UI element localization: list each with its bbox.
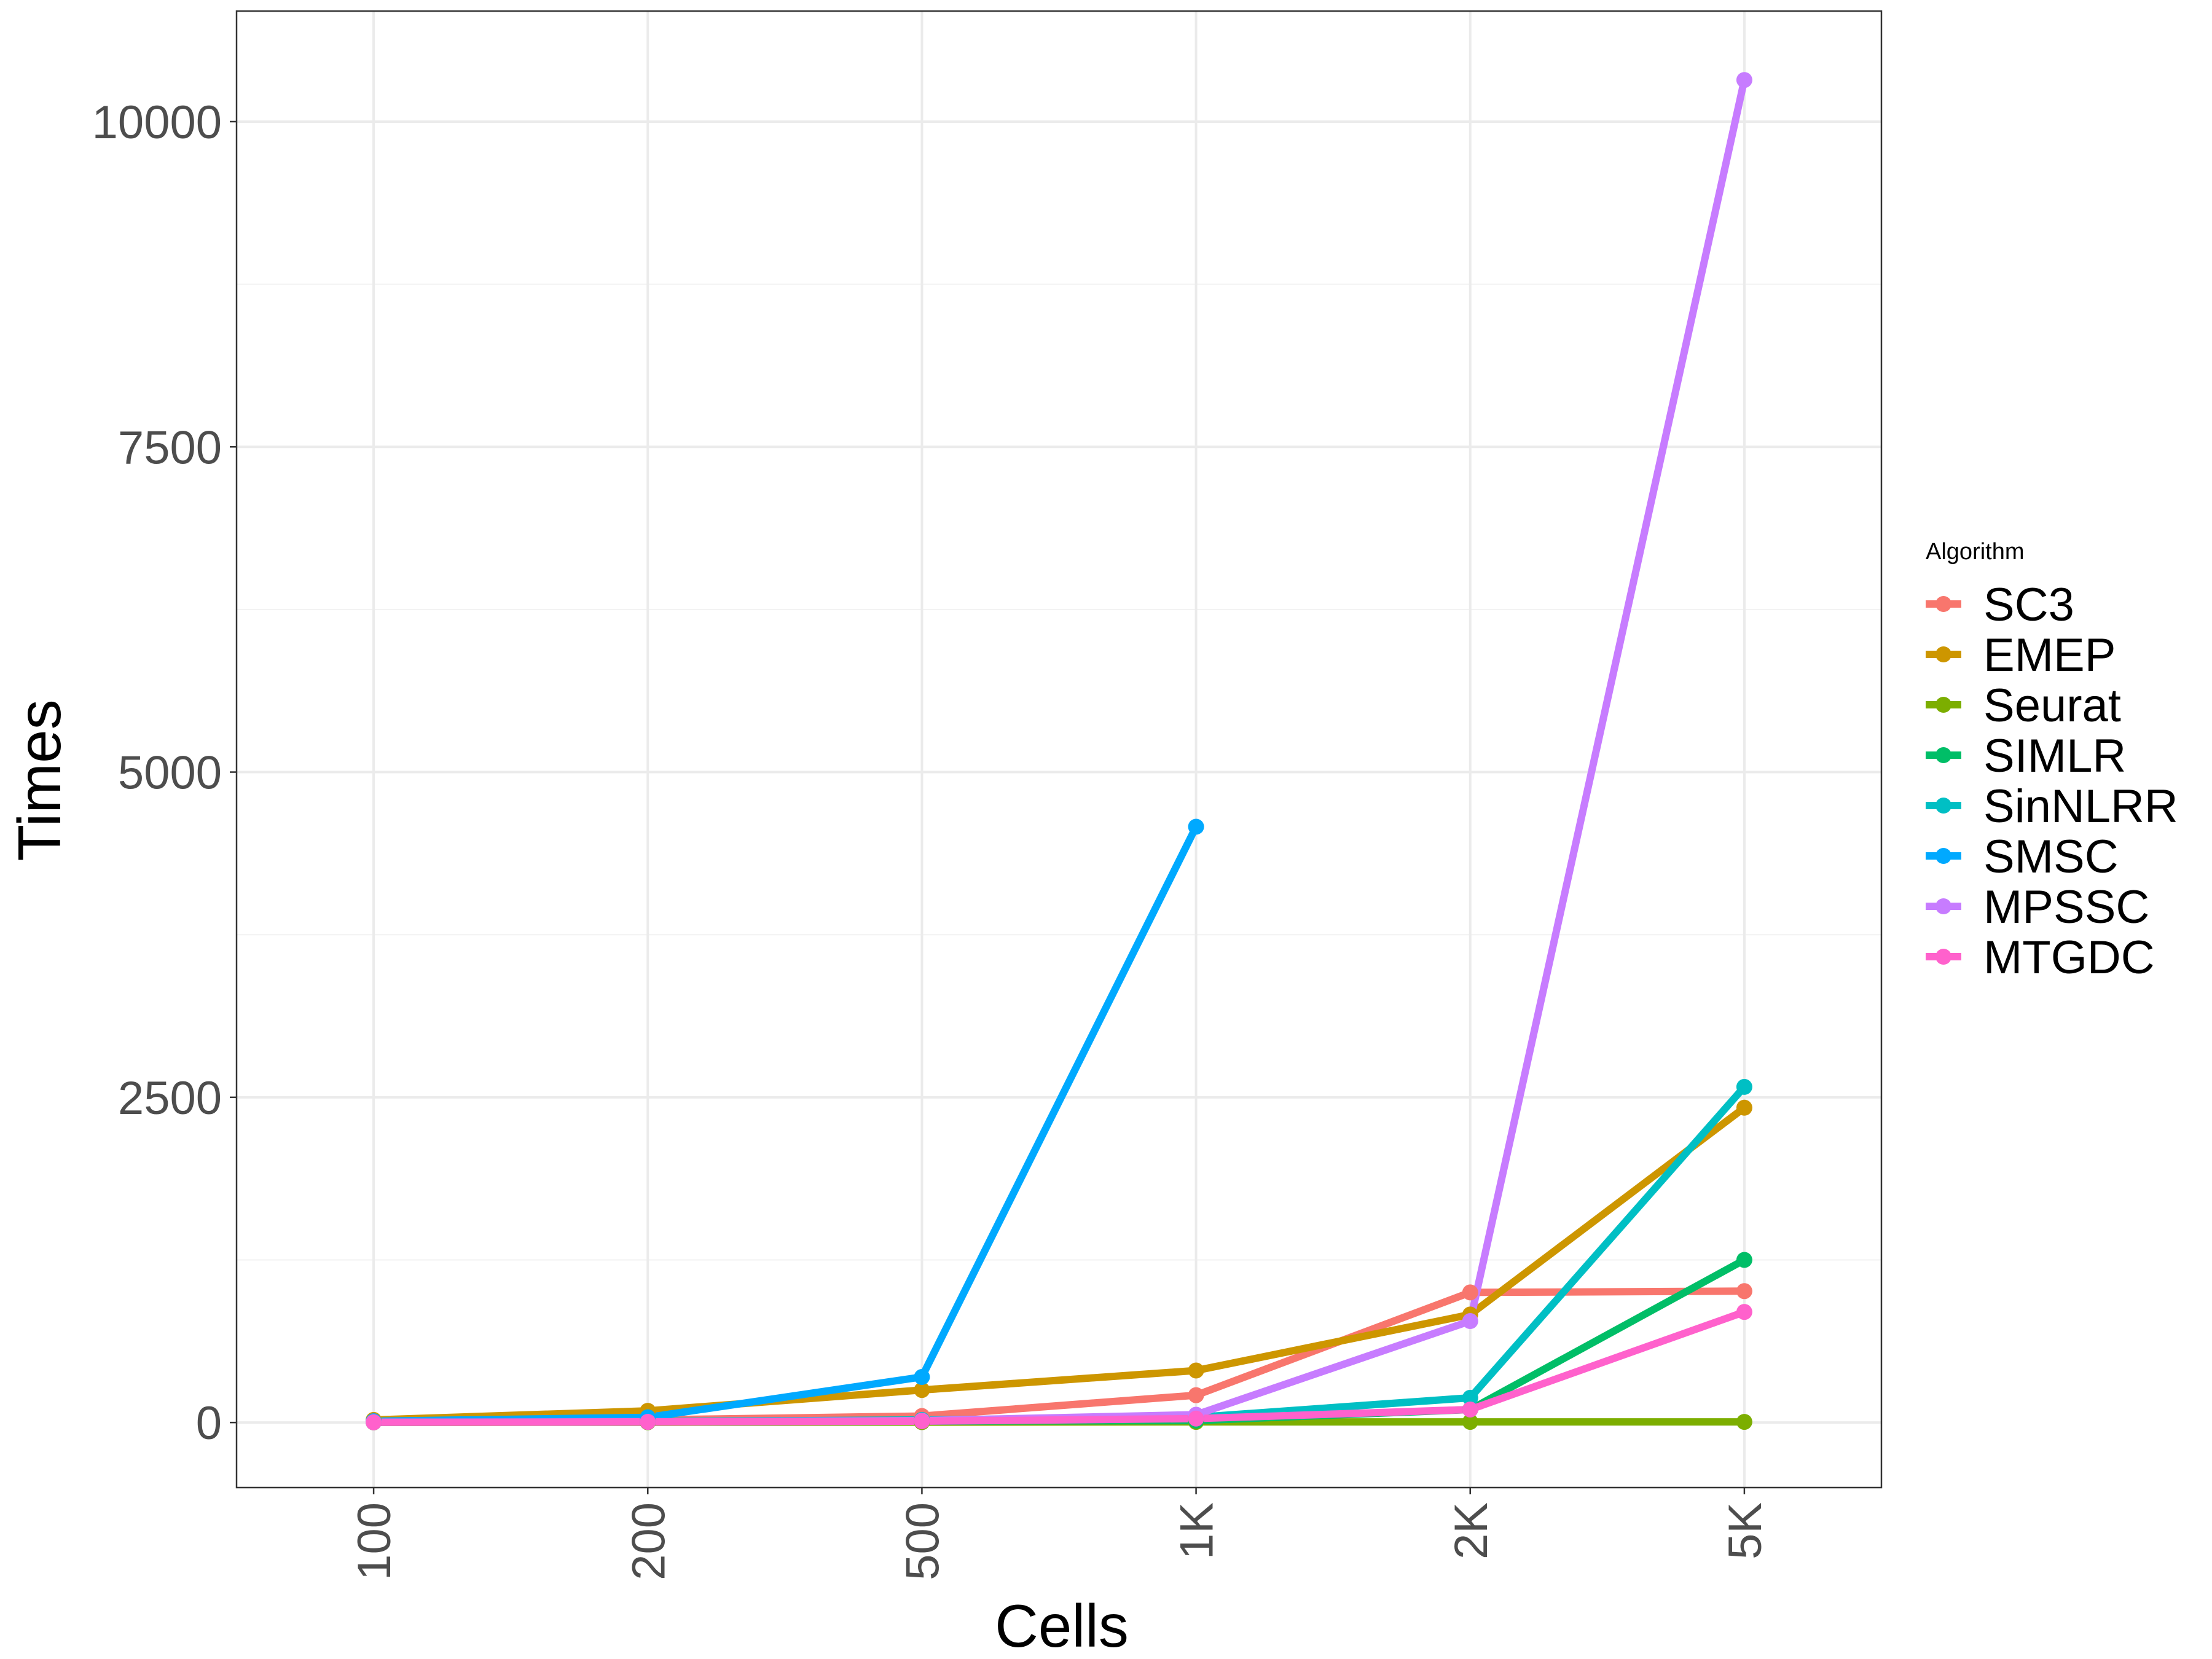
- legend-title: Algorithm: [1926, 539, 2025, 565]
- legend: Algorithm SC3EMEPSeuratSIMLRSinNLRRSMSCM…: [1926, 539, 2178, 984]
- legend-item-emep: EMEP: [1926, 629, 2116, 681]
- x-axis-title: Cells: [995, 1592, 1129, 1659]
- data-point-sc3: [1188, 1387, 1204, 1403]
- data-point-mpssc: [1736, 72, 1752, 88]
- legend-label: MTGDC: [1983, 931, 2155, 984]
- data-point-mtgdc: [1736, 1304, 1752, 1320]
- x-tick-label: 5K: [1719, 1502, 1771, 1559]
- data-point-simlr: [1736, 1252, 1752, 1268]
- data-point-sinnlrr: [1462, 1389, 1478, 1406]
- series-line-emep: [373, 1105, 1747, 1424]
- legend-key-point: [1936, 646, 1951, 662]
- y-tick-label: 0: [196, 1397, 222, 1449]
- data-point-emep: [1736, 1099, 1752, 1116]
- legend-key-point: [1936, 596, 1951, 612]
- data-point-smsc: [1188, 818, 1204, 835]
- plot-panel-border: [235, 10, 1883, 1489]
- y-axis-title: Times: [6, 699, 73, 861]
- legend-label: Seurat: [1983, 680, 2121, 732]
- legend-key-point: [1936, 798, 1951, 814]
- data-point-sc3: [1736, 1283, 1752, 1300]
- y-tick-label: 2500: [118, 1072, 222, 1124]
- data-point-mtgdc: [640, 1414, 656, 1430]
- data-point-mtgdc: [1188, 1410, 1204, 1427]
- legend-key-point: [1936, 747, 1951, 763]
- y-tick-label: 7500: [118, 422, 222, 474]
- legend-key-point: [1936, 949, 1951, 965]
- series-points: [366, 72, 1752, 1430]
- legend-item-simlr: SIMLR: [1926, 730, 2126, 782]
- x-tick-label: 100: [348, 1502, 401, 1580]
- y-tick-label: 5000: [118, 747, 222, 799]
- legend-label: MPSSC: [1983, 881, 2149, 933]
- data-point-emep: [914, 1382, 930, 1398]
- legend-label: SIMLR: [1983, 730, 2126, 782]
- data-point-smsc: [914, 1369, 930, 1386]
- x-axis-ticks: 100 200 500 1K 2K 5K: [348, 1488, 1771, 1580]
- data-point-sinnlrr: [1736, 1078, 1752, 1095]
- legend-key-point: [1936, 848, 1951, 864]
- data-point-seurat: [1736, 1414, 1752, 1430]
- x-tick-label: 200: [622, 1502, 675, 1580]
- data-point-seurat: [1462, 1414, 1478, 1430]
- data-point-sc3: [1462, 1284, 1478, 1301]
- legend-key-point: [1936, 898, 1951, 914]
- data-point-mtgdc: [1462, 1401, 1478, 1418]
- legend-label: EMEP: [1983, 629, 2116, 681]
- legend-item-seurat: Seurat: [1926, 680, 2121, 732]
- y-tick-label: 10000: [92, 96, 222, 149]
- series-line-mtgdc: [374, 1308, 1746, 1426]
- data-point-mtgdc: [914, 1413, 930, 1430]
- data-point-mtgdc: [366, 1414, 382, 1430]
- legend-item-sinnlrr: SinNLRR: [1926, 780, 2178, 833]
- legend-label: SinNLRR: [1983, 780, 2178, 833]
- legend-item-mtgdc: MTGDC: [1926, 931, 2155, 984]
- data-point-emep: [1188, 1362, 1204, 1379]
- x-tick-label: 1K: [1171, 1502, 1223, 1559]
- legend-item-sc3: SC3: [1926, 579, 2074, 631]
- legend-item-smsc: SMSC: [1926, 831, 2119, 883]
- legend-label: SC3: [1983, 579, 2074, 631]
- series-lines: [373, 79, 1748, 1426]
- data-point-mpssc: [1462, 1313, 1478, 1330]
- legend-label: SMSC: [1983, 831, 2119, 883]
- x-tick-label: 500: [896, 1502, 949, 1580]
- legend-item-mpssc: MPSSC: [1926, 881, 2149, 933]
- y-axis-ticks: 0 2500 5000 7500 10000: [92, 96, 237, 1449]
- x-tick-label: 2K: [1445, 1502, 1497, 1559]
- legend-key-point: [1936, 697, 1951, 713]
